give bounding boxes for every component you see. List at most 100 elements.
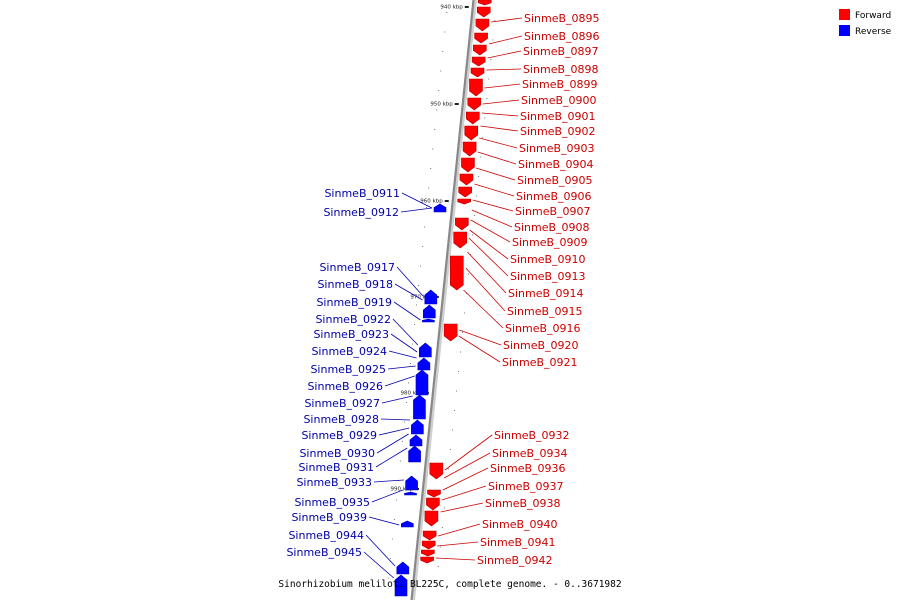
forward-leader-line bbox=[444, 434, 493, 471]
forward-gene-arrow bbox=[466, 111, 480, 125]
backbone-shadow bbox=[412, 0, 477, 600]
forward-gene-label: SinmeB_0941 bbox=[480, 536, 556, 549]
forward-leader-line bbox=[471, 209, 513, 228]
reverse-gene-arrow bbox=[433, 203, 447, 213]
backbone-layer bbox=[410, 0, 477, 600]
reverse-gene-label: SinmeB_0933 bbox=[296, 476, 372, 489]
reverse-leader-line bbox=[375, 447, 408, 468]
legend-forward-swatch bbox=[839, 9, 850, 20]
forward-gene-arrow bbox=[461, 157, 475, 173]
gene-features bbox=[394, 0, 492, 597]
minor-tick bbox=[478, 176, 480, 177]
minor-tick bbox=[484, 117, 486, 119]
minor-tick bbox=[391, 538, 393, 540]
reverse-leader-line bbox=[392, 318, 419, 346]
minor-tick bbox=[387, 577, 389, 579]
reverse-gene-arrow bbox=[422, 318, 435, 323]
forward-gene-arrow bbox=[459, 173, 474, 186]
minor-tick bbox=[494, 20, 496, 21]
minor-tick bbox=[457, 371, 459, 372]
reverse-gene-label: SinmeB_0922 bbox=[315, 313, 391, 326]
reverse-leader-line bbox=[378, 427, 410, 436]
forward-gene-arrow bbox=[429, 462, 444, 480]
forward-gene-label: SinmeB_0921 bbox=[502, 356, 578, 369]
reverse-gene-arrow bbox=[419, 342, 432, 358]
forward-leader-line bbox=[481, 112, 519, 117]
minor-tick bbox=[476, 195, 478, 197]
scale-tick-label: 970 kbp bbox=[410, 295, 433, 301]
scale-tick-label: 990 kbp bbox=[391, 487, 414, 493]
forward-gene-arrow bbox=[449, 255, 464, 291]
minor-tick bbox=[440, 70, 442, 72]
reverse-gene-label: SinmeB_0917 bbox=[319, 261, 395, 274]
reverse-gene-arrow bbox=[394, 574, 408, 597]
forward-leader-line bbox=[480, 125, 519, 132]
scale-tick-label: 980 kbp bbox=[400, 391, 423, 397]
forward-gene-label: SinmeB_0940 bbox=[482, 518, 558, 531]
scale-tick-mark bbox=[464, 6, 469, 8]
forward-gene-label: SinmeB_0936 bbox=[490, 462, 566, 475]
scale-tick-mark bbox=[454, 103, 459, 105]
minor-tick bbox=[488, 78, 490, 80]
forward-gene-label: SinmeB_0937 bbox=[488, 480, 564, 493]
forward-gene-label: SinmeB_0905 bbox=[517, 174, 593, 187]
forward-leader-line bbox=[440, 502, 484, 513]
minor-tick bbox=[395, 499, 397, 501]
forward-gene-arrow bbox=[426, 497, 440, 511]
forward-gene-label: SinmeB_0895 bbox=[524, 12, 600, 25]
minor-tick bbox=[407, 382, 409, 384]
forward-gene-label: SinmeB_0913 bbox=[510, 270, 586, 283]
forward-gene-label: SinmeB_0906 bbox=[516, 190, 592, 203]
reverse-leader-line bbox=[390, 333, 418, 353]
forward-leader-line bbox=[458, 335, 501, 363]
minor-tick bbox=[428, 187, 430, 189]
minor-tick bbox=[447, 468, 449, 470]
forward-leader-line bbox=[482, 99, 520, 105]
forward-gene-arrow bbox=[475, 18, 490, 32]
minor-tick bbox=[490, 59, 492, 60]
minor-tick bbox=[446, 12, 448, 13]
reverse-gene-arrow bbox=[417, 357, 431, 371]
minor-tick bbox=[455, 390, 457, 392]
forward-gene-arrow bbox=[462, 141, 477, 157]
reverse-leader-line bbox=[384, 375, 415, 387]
forward-leader-line bbox=[472, 199, 514, 212]
reverse-leader-line bbox=[401, 192, 433, 209]
minor-tick bbox=[451, 429, 453, 431]
reverse-leader-line bbox=[363, 551, 395, 579]
forward-gene-arrow bbox=[473, 44, 487, 56]
forward-leader-line bbox=[437, 541, 479, 547]
forward-leader-line bbox=[459, 329, 502, 346]
forward-gene-arrow bbox=[427, 489, 441, 498]
reverse-gene-label: SinmeB_0918 bbox=[317, 278, 393, 291]
minor-tick bbox=[409, 363, 411, 364]
legend: Forward Reverse bbox=[839, 9, 892, 37]
forward-gene-label: SinmeB_0909 bbox=[512, 236, 588, 249]
minor-tick bbox=[442, 51, 444, 52]
forward-leader-line bbox=[469, 229, 509, 260]
minor-tick bbox=[403, 421, 405, 423]
reverse-gene-label: SinmeB_0944 bbox=[288, 529, 364, 542]
minor-tick bbox=[430, 168, 432, 169]
minor-tick bbox=[436, 109, 438, 111]
forward-leader-line bbox=[468, 237, 509, 277]
reverse-gene-arrow bbox=[405, 475, 418, 491]
reverse-gene-label: SinmeB_0929 bbox=[301, 429, 377, 442]
scale-tick-mark bbox=[444, 200, 449, 202]
reverse-gene-arrow bbox=[415, 369, 429, 396]
forward-leader-line bbox=[443, 452, 491, 479]
reverse-gene-arrow bbox=[411, 419, 424, 435]
forward-gene-label: SinmeB_0897 bbox=[523, 45, 599, 58]
reverse-leader-line bbox=[388, 350, 417, 359]
reverse-gene-arrow bbox=[396, 561, 410, 575]
minor-tick bbox=[434, 129, 436, 130]
minor-tick bbox=[474, 215, 476, 216]
reverse-leader-line bbox=[371, 489, 404, 503]
forward-leader-line bbox=[486, 68, 522, 71]
forward-gene-label: SinmeB_0942 bbox=[477, 554, 553, 567]
forward-gene-arrow bbox=[421, 540, 436, 550]
forward-leader-line bbox=[442, 467, 489, 491]
forward-gene-arrow bbox=[470, 67, 485, 78]
minor-tick bbox=[453, 410, 455, 411]
